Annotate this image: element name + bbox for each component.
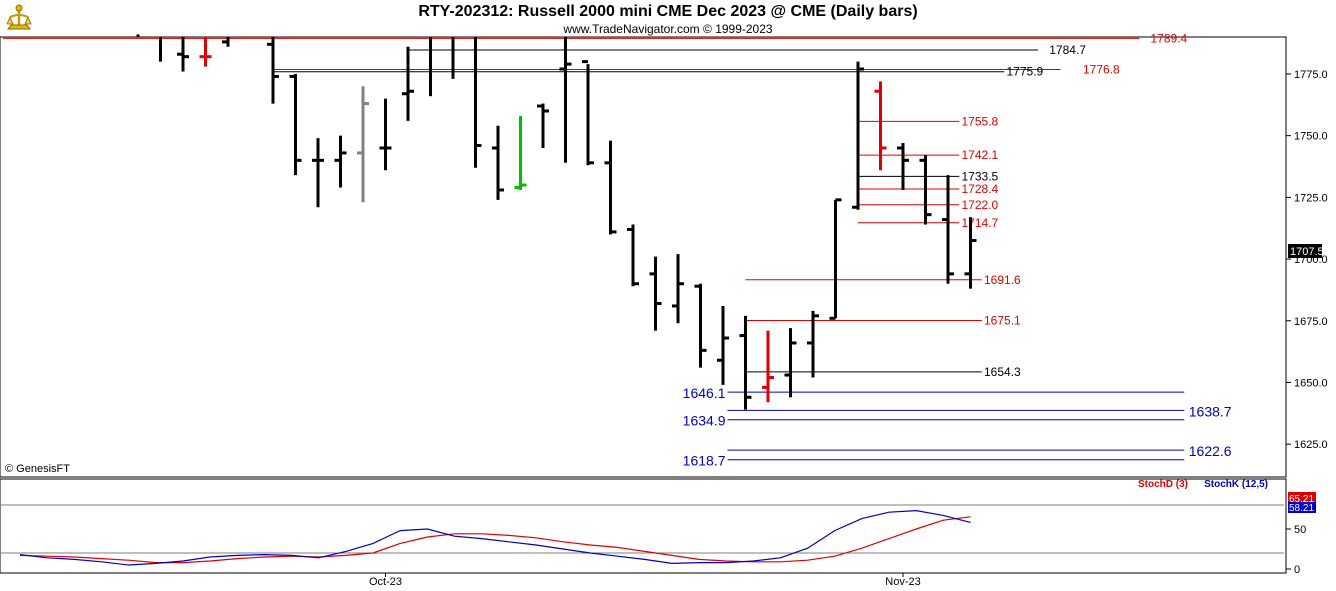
level-label: 1638.7 [1189, 403, 1232, 419]
stoch-tick-label: 50 [1294, 524, 1306, 536]
level-label: 1714.7 [962, 216, 999, 230]
stoch-tick-label: 0 [1294, 564, 1300, 576]
ohlc-bars [136, 34, 977, 410]
ohlc-bar [964, 217, 977, 289]
level-label: 1742.1 [962, 148, 999, 162]
ohlc-bar [672, 254, 684, 324]
ohlc-bar [199, 37, 212, 67]
last-price-badge: 1707.5 [1288, 244, 1324, 258]
price-tick-label: 1625.0 [1294, 439, 1328, 451]
ohlc-bar [402, 46, 414, 121]
ohlc-bar [829, 198, 842, 320]
level-label: 1722.0 [962, 198, 999, 212]
chart-subtitle: www.TradeNavigator.com © 1999-2023 [563, 22, 773, 36]
stoch-series-line [19, 509, 971, 566]
ohlc-bar [379, 98, 392, 171]
level-label: 1675.1 [984, 314, 1021, 328]
stoch-k-last-value: 58.21 [1289, 503, 1314, 514]
ohlc-bar [582, 60, 594, 166]
ohlc-bar [559, 37, 572, 163]
stochastic-pane-frame [0, 478, 1287, 574]
level-label: 1618.7 [683, 453, 726, 469]
stoch-k-last-badge [1288, 502, 1316, 513]
ohlc-bar [717, 305, 729, 385]
level-label: 1776.8 [1083, 63, 1120, 77]
ohlc-bar [852, 61, 864, 210]
price-tick-label: 1675.0 [1294, 316, 1328, 328]
ohlc-bar [942, 175, 954, 284]
price-tick-label: 1725.0 [1294, 192, 1328, 204]
date-tick-label: Nov-23 [885, 576, 920, 588]
ohlc-bar [514, 115, 527, 190]
support-resistance-levels: 1789.4 1784.7 1776.8 1775.9 1755.8 1742.1 1733… [3, 31, 1232, 469]
stoch-k-legend: StochK (12,5) [1204, 479, 1268, 490]
ohlc-bar [919, 155, 932, 225]
level-label: 1789.4 [1151, 31, 1188, 45]
level-label: 1654.3 [984, 365, 1021, 379]
stochastic-lines: StochD (3) StochK (12,5) [1, 479, 1284, 566]
level-label: 1784.7 [1049, 43, 1086, 57]
stoch-d-last-badge [1288, 492, 1316, 504]
copyright-label: © GenesisFT [5, 463, 70, 475]
ohlc-bar [222, 37, 230, 47]
level-label: 1691.6 [984, 273, 1021, 287]
ohlc-bar [784, 328, 797, 398]
ohlc-bar [739, 315, 752, 410]
stoch-series-line [19, 516, 971, 564]
ohlc-bar [874, 81, 887, 171]
price-tick-label: 1650.0 [1294, 377, 1328, 389]
ohlc-bar [627, 224, 639, 287]
chart-title: RTY-202312: Russell 2000 mini CME Dec 20… [418, 3, 918, 20]
level-label: 1634.9 [683, 413, 726, 429]
ohlc-bar [289, 73, 302, 176]
trade-navigator-logo-icon [6, 4, 32, 30]
price-pane-frame [0, 36, 1287, 478]
ohlc-bar [492, 125, 504, 200]
ohlc-bar [694, 283, 707, 368]
ohlc-bar [537, 103, 549, 148]
last-price-value: 1707.5 [1290, 246, 1324, 258]
ohlc-bar [807, 310, 819, 378]
stoch-d-legend: StochD (3) [1138, 479, 1188, 490]
ohlc-bar [267, 37, 279, 104]
price-axis: 1775.01750.01725.01700.01675.01650.01625… [1286, 69, 1328, 451]
level-label: 1733.5 [962, 169, 999, 183]
level-label: 1646.1 [683, 385, 726, 401]
ohlc-bar [897, 143, 909, 190]
ohlc-bar [334, 135, 347, 188]
ohlc-bar [312, 138, 324, 208]
level-label: 1775.9 [1007, 65, 1044, 79]
stoch-d-last-value: 65.21 [1289, 494, 1314, 505]
ohlc-bar [474, 37, 482, 168]
level-label: 1755.8 [962, 114, 999, 128]
ohlc-bar [177, 37, 189, 72]
price-tick-label: 1750.0 [1294, 131, 1328, 143]
level-label: 1622.6 [1189, 443, 1232, 459]
chart-header: RTY-202312: Russell 2000 mini CME Dec 20… [0, 0, 1336, 38]
ohlc-bar [762, 330, 774, 403]
ohlc-bar [357, 86, 369, 203]
ohlc-bar [649, 256, 662, 331]
date-axis: Oct-23 Nov-23 [369, 573, 921, 588]
level-label: 1728.4 [962, 182, 999, 196]
date-tick-label: Oct-23 [369, 576, 402, 588]
ohlc-bar [604, 140, 617, 235]
price-tick-label: 1775.0 [1294, 69, 1328, 81]
